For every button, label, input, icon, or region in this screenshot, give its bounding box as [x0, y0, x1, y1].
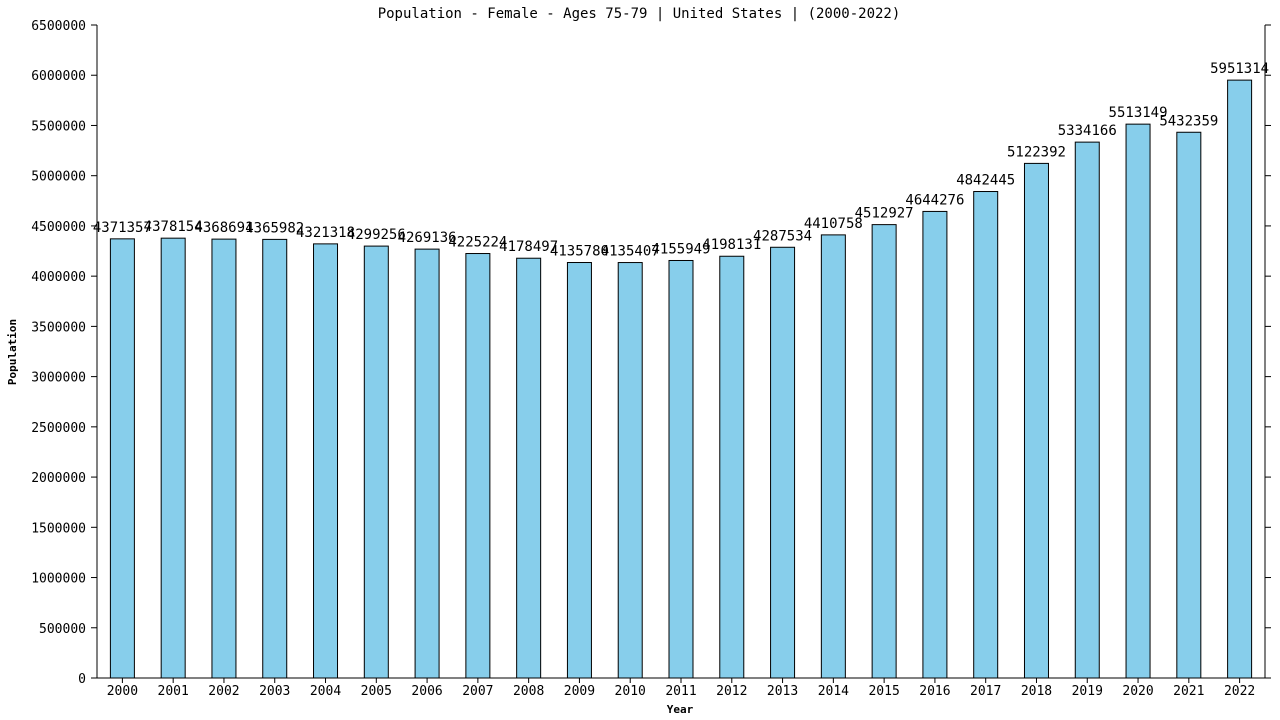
- value-label-2007: 4225224: [448, 235, 507, 251]
- value-label-2001: 4378154: [144, 219, 203, 235]
- y-tick-label: 6000000: [31, 69, 86, 84]
- bar-2016: [922, 210, 948, 679]
- y-tick-label: 3500000: [31, 320, 86, 335]
- value-label-2022: 5951314: [1210, 61, 1269, 77]
- x-tick-label-2017: 2017: [970, 684, 1001, 699]
- bar-2003: [262, 238, 288, 679]
- value-label-2003: 4365982: [245, 220, 304, 236]
- value-label-2011: 4155949: [651, 241, 710, 257]
- bar-2008: [516, 257, 542, 679]
- bar-2018: [1023, 162, 1049, 679]
- bar-2010: [617, 262, 643, 679]
- value-label-2021: 5432359: [1159, 113, 1218, 129]
- value-label-2006: 4269136: [398, 230, 457, 246]
- bar-2022: [1227, 79, 1253, 679]
- bar-2001: [160, 237, 186, 679]
- x-tick-label-2005: 2005: [361, 684, 392, 699]
- bar-2000: [109, 238, 135, 679]
- y-tick-label: 2500000: [31, 421, 86, 436]
- x-axis-ticks: 2000 2001 2002 2003 2004 2005 2006 2007 2008 2009…: [107, 678, 1255, 699]
- x-tick-label-2013: 2013: [767, 684, 798, 699]
- x-tick-label-2022: 2022: [1224, 684, 1255, 699]
- bar-2019: [1074, 141, 1100, 679]
- y-tick-label: 2000000: [31, 471, 86, 486]
- value-label-2018: 5122392: [1007, 144, 1066, 160]
- y-tick-label: 3000000: [31, 371, 86, 386]
- x-tick-label-2003: 2003: [259, 684, 290, 699]
- value-label-2009: 4135780: [550, 244, 609, 260]
- value-label-2002: 4368691: [194, 220, 253, 236]
- bar-2007: [465, 253, 491, 679]
- x-tick-label-2012: 2012: [716, 684, 747, 699]
- x-tick-label-2016: 2016: [919, 684, 950, 699]
- x-tick-label-2020: 2020: [1122, 684, 1153, 699]
- x-tick-label-2009: 2009: [564, 684, 595, 699]
- value-label-2016: 4644276: [905, 192, 964, 208]
- y-tick-label: 4500000: [31, 220, 86, 235]
- value-label-2015: 4512927: [855, 206, 914, 222]
- value-label-2013: 4287534: [753, 228, 812, 244]
- y-tick-label: 4000000: [31, 270, 86, 285]
- y-tick-label: 5000000: [31, 170, 86, 185]
- value-label-2012: 4198131: [702, 237, 761, 253]
- value-label-2008: 4178497: [499, 239, 558, 255]
- x-tick-label-2021: 2021: [1173, 684, 1204, 699]
- y-tick-label: 1000000: [31, 572, 86, 587]
- x-tick-label-2001: 2001: [158, 684, 189, 699]
- bar-2014: [820, 234, 846, 679]
- y-tick-label: 5500000: [31, 119, 86, 134]
- value-label-2019: 5334166: [1058, 123, 1117, 139]
- x-tick-label-2014: 2014: [818, 684, 849, 699]
- x-tick-label-2002: 2002: [208, 684, 239, 699]
- x-tick-label-2015: 2015: [868, 684, 899, 699]
- value-label-2020: 5513149: [1109, 105, 1168, 121]
- value-label-2017: 4842445: [956, 173, 1015, 189]
- bar-2006: [414, 248, 440, 679]
- x-tick-label-2008: 2008: [513, 684, 544, 699]
- x-tick-label-2018: 2018: [1021, 684, 1052, 699]
- x-tick-label-2006: 2006: [411, 684, 442, 699]
- bar-2002: [211, 238, 237, 679]
- x-tick-label-2010: 2010: [615, 684, 646, 699]
- value-labels: 4371357437815443686914365982432131842992…: [93, 61, 1269, 259]
- bar-2017: [973, 191, 999, 679]
- value-label-2005: 4299256: [347, 227, 406, 243]
- bars: [109, 79, 1253, 679]
- x-tick-label-2000: 2000: [107, 684, 138, 699]
- y-tick-label: 500000: [39, 622, 86, 637]
- x-tick-label-2007: 2007: [462, 684, 493, 699]
- value-label-2010: 4135407: [601, 244, 660, 260]
- bar-2009: [566, 262, 592, 679]
- y-tick-label: 1500000: [31, 521, 86, 536]
- bar-2015: [871, 224, 897, 679]
- y-tick-label: 0: [78, 672, 86, 687]
- bar-2012: [719, 255, 745, 679]
- x-axis-label: Year: [667, 703, 694, 716]
- x-tick-label-2011: 2011: [665, 684, 696, 699]
- value-label-2004: 4321318: [296, 225, 355, 241]
- x-tick-label-2019: 2019: [1072, 684, 1103, 699]
- bar-2005: [363, 245, 389, 679]
- bar-2020: [1125, 123, 1151, 679]
- x-tick-label-2004: 2004: [310, 684, 341, 699]
- bar-2011: [668, 259, 694, 679]
- bar-2013: [770, 246, 796, 679]
- y-axis-label: Population: [6, 319, 19, 385]
- y-axis-ticks: 0 500000 1000000 1500000 2000000 2500000 30000…: [31, 19, 1271, 687]
- y-tick-label: 6500000: [31, 19, 86, 34]
- chart-title: Population - Female - Ages 75-79 | Unite…: [378, 6, 901, 22]
- bar-2021: [1176, 131, 1202, 679]
- bar-2004: [313, 243, 339, 679]
- value-label-2014: 4410758: [804, 216, 863, 232]
- value-label-2000: 4371357: [93, 220, 152, 236]
